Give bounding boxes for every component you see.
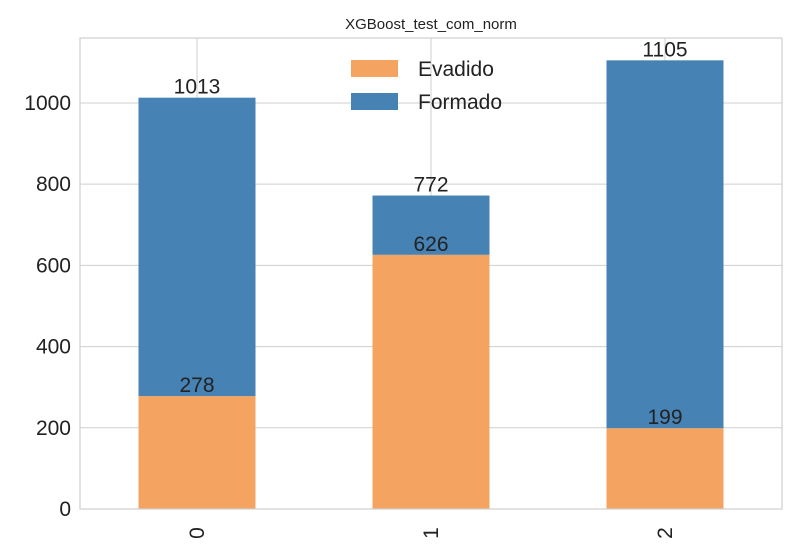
legend-swatch-formado bbox=[351, 93, 398, 110]
bars bbox=[138, 60, 724, 509]
y-tick-label: 1000 bbox=[24, 92, 71, 115]
data-label: 278 bbox=[179, 374, 214, 397]
y-tick-label: 800 bbox=[36, 173, 71, 196]
y-tick-label: 600 bbox=[36, 254, 71, 277]
data-labels: 278 1013 626 772 199 1105 bbox=[174, 38, 688, 429]
bar-formado-2 bbox=[606, 60, 724, 429]
legend-swatch-evadido bbox=[351, 60, 398, 77]
bar-evadido-1 bbox=[372, 254, 490, 509]
y-tick-label: 200 bbox=[36, 417, 71, 440]
legend-label-formado: Formado bbox=[418, 91, 502, 114]
bar-formado-0 bbox=[138, 97, 256, 397]
bar-evadido-2 bbox=[606, 428, 724, 509]
bar-formado-1 bbox=[372, 195, 490, 255]
data-label: 199 bbox=[647, 406, 682, 429]
data-label: 626 bbox=[413, 233, 448, 256]
y-tick-label: 400 bbox=[36, 336, 71, 359]
bar-evadido-0 bbox=[138, 396, 256, 509]
axes: 0 200 400 600 800 1000 0 1 2 bbox=[24, 37, 783, 539]
data-label: 1105 bbox=[642, 38, 687, 61]
x-tick-label: 2 bbox=[654, 527, 677, 539]
data-label: 772 bbox=[413, 174, 448, 197]
chart-title: XGBoost_test_com_norm bbox=[345, 16, 517, 33]
x-tick-label: 1 bbox=[420, 527, 443, 539]
legend: Evadido Formado bbox=[351, 58, 502, 114]
plot-frame bbox=[79, 37, 783, 510]
x-tick-label: 0 bbox=[186, 527, 209, 539]
legend-label-evadido: Evadido bbox=[418, 58, 494, 81]
data-label: 1013 bbox=[174, 76, 221, 99]
y-tick-label: 0 bbox=[59, 498, 71, 521]
